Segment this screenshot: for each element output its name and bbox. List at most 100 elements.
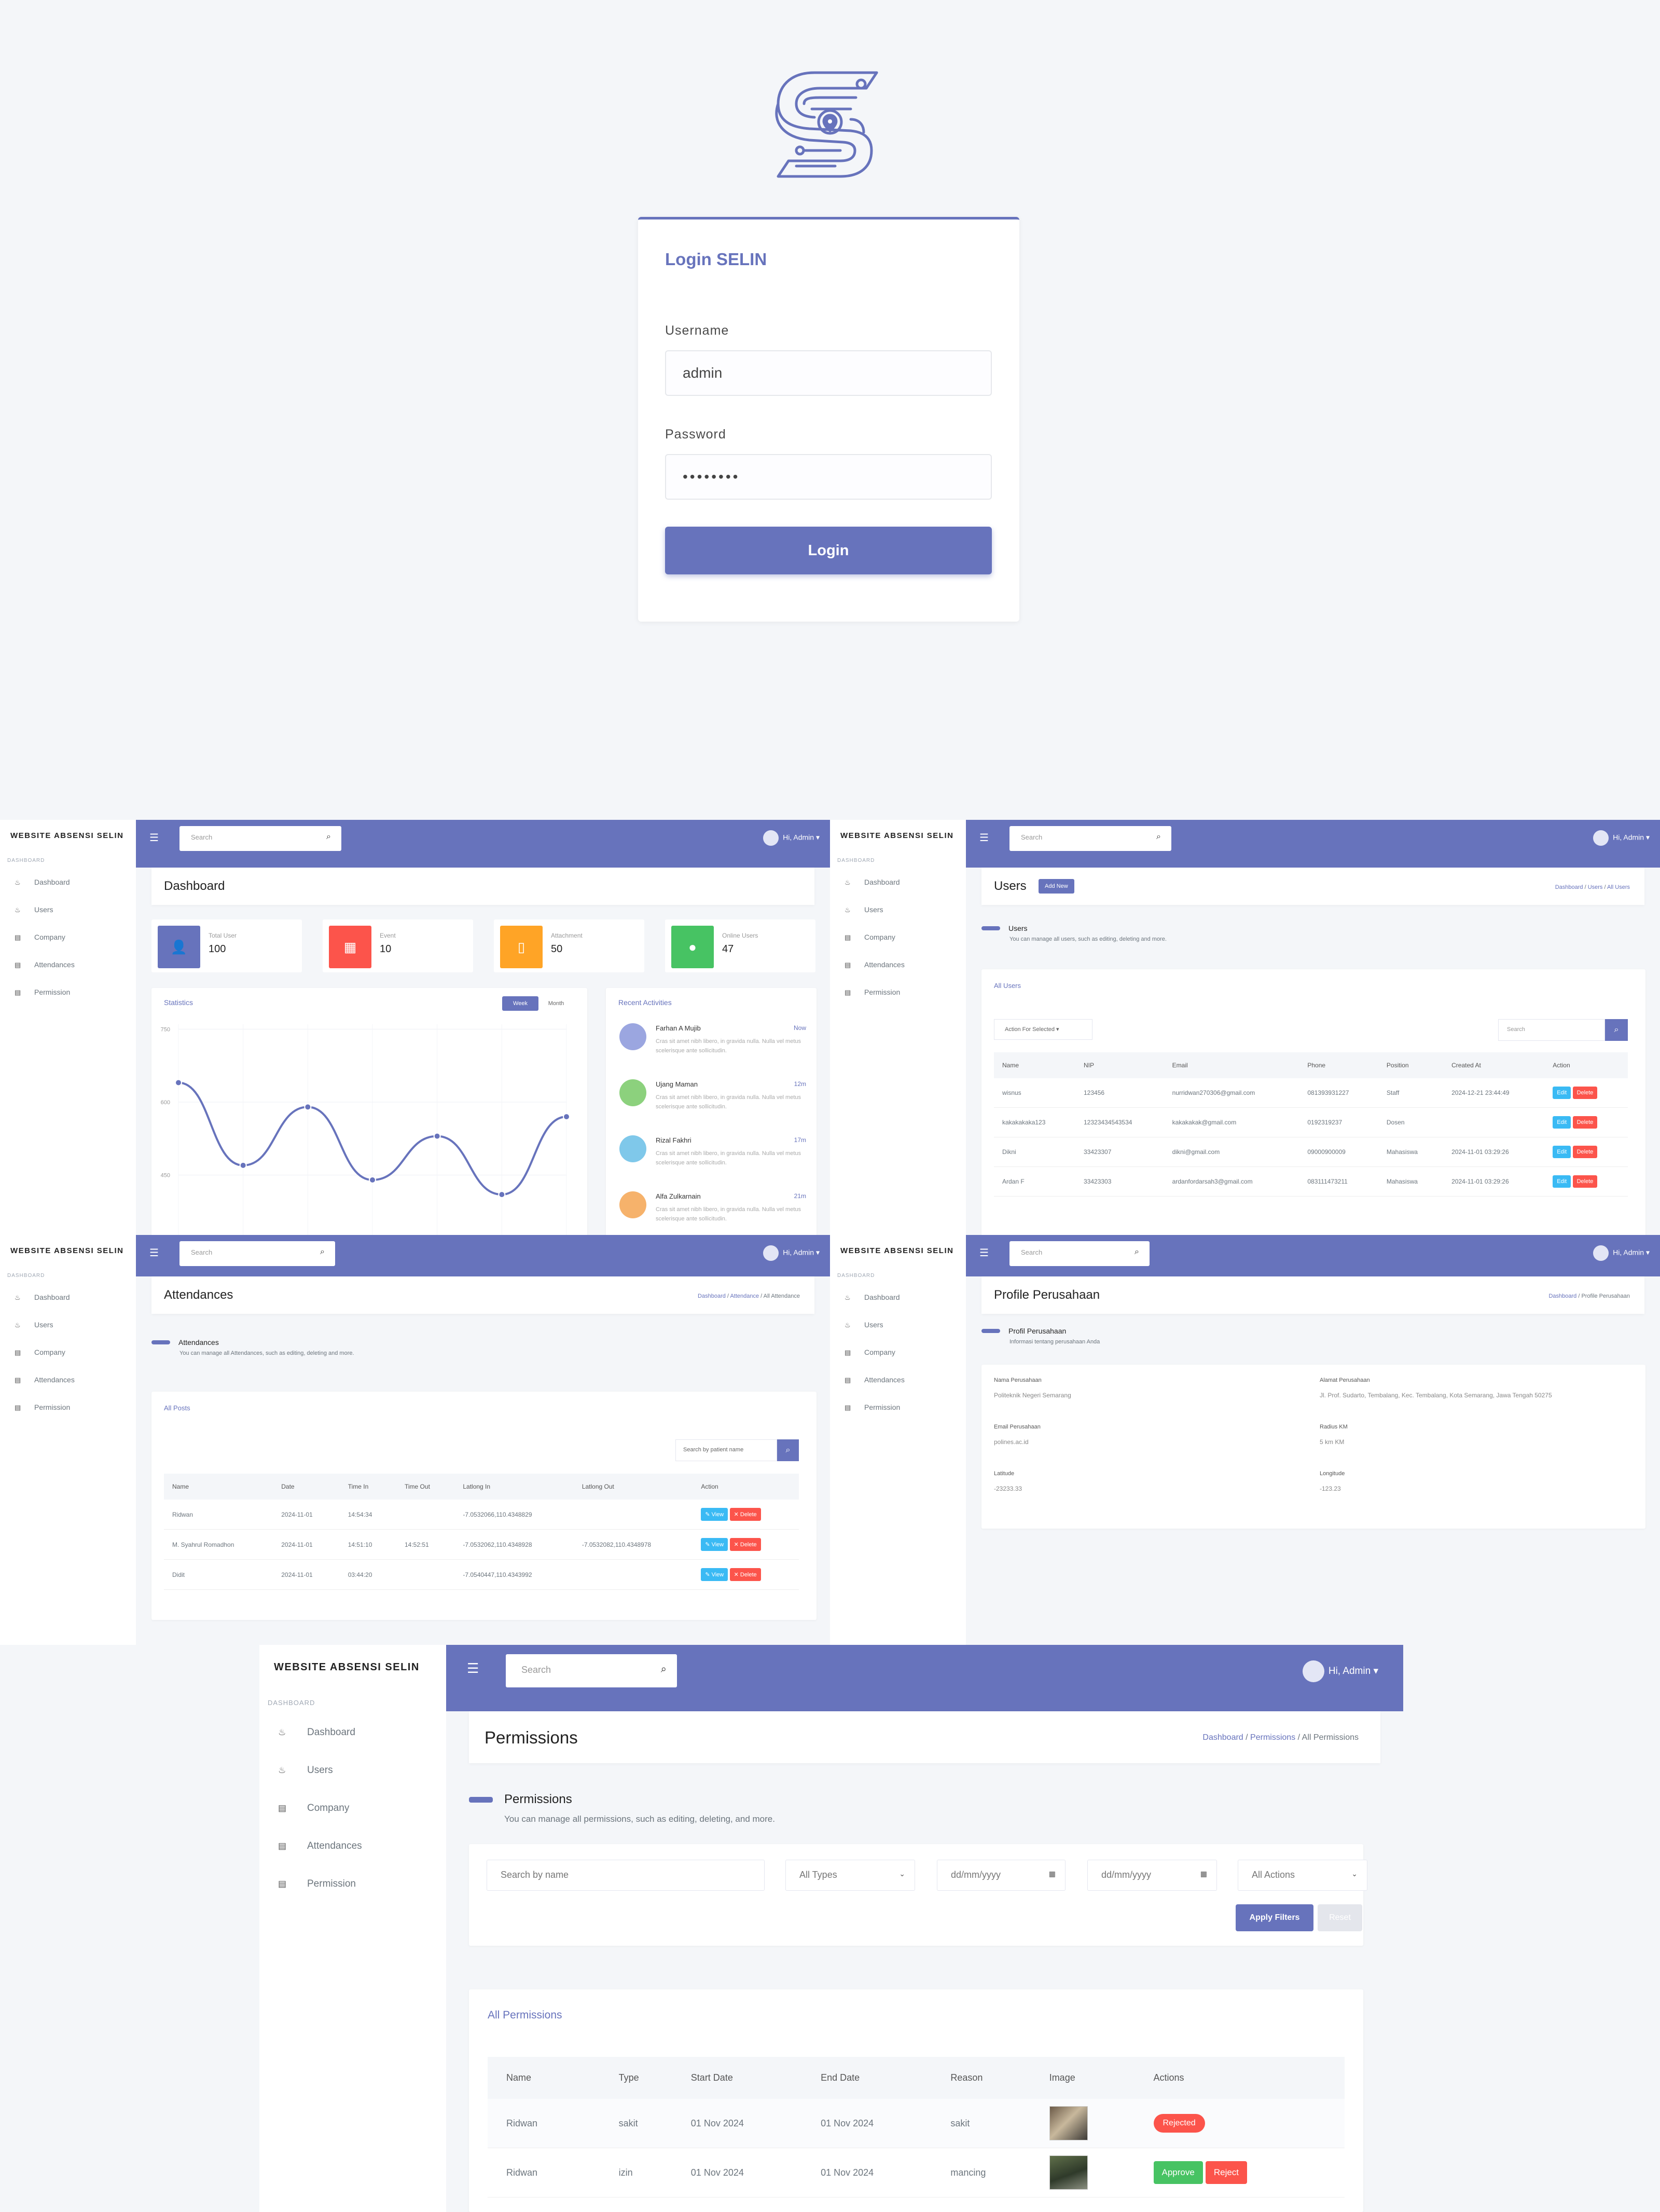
actions-select[interactable]: All Actions ⌄ (1238, 1860, 1367, 1891)
sidebar-item-company[interactable]: ▤ Company (15, 933, 65, 942)
sidebar-item-permission[interactable]: ▤ Permission (278, 1878, 356, 1890)
users-search-input[interactable]: Search (1498, 1019, 1605, 1041)
toggle-month-button[interactable]: Month (548, 1000, 564, 1007)
user-menu[interactable]: Hi, Admin ▾ (763, 830, 820, 846)
data-point[interactable] (175, 1079, 182, 1087)
reset-button[interactable]: Reset (1318, 1904, 1362, 1931)
bulk-action-select[interactable]: Action For Selected ▾ (994, 1019, 1092, 1040)
sidebar-item-users[interactable]: ♨ Users (15, 905, 53, 914)
apply-filters-button[interactable]: Apply Filters (1236, 1904, 1313, 1931)
search-input[interactable]: Search ⌕ (506, 1654, 677, 1687)
sidebar-item-dashboard[interactable]: ♨ Dashboard (845, 878, 900, 887)
permission-photo[interactable] (1049, 2155, 1088, 2190)
search-icon[interactable]: ⌕ (660, 1664, 667, 1675)
approve-button[interactable]: Approve (1153, 2161, 1203, 2184)
toggle-week-button[interactable]: Week (502, 996, 538, 1011)
reject-button[interactable]: Reject (1205, 2161, 1248, 2184)
view-button[interactable]: ✎ View (701, 1508, 728, 1521)
search-input[interactable]: Search ⌕ (179, 1241, 335, 1266)
breadcrumb-item[interactable]: Dashboard (1555, 884, 1583, 890)
patient-search-input[interactable]: Search by patient name (675, 1439, 777, 1461)
add-new-button[interactable]: Add New (1039, 879, 1074, 894)
sidebar-item-attendances[interactable]: ▤ Attendances (15, 960, 75, 969)
data-point[interactable] (304, 1103, 312, 1111)
search-input[interactable]: Search ⌕ (1009, 826, 1171, 851)
sidebar-item-dashboard[interactable]: ♨ Dashboard (278, 1727, 355, 1738)
view-button[interactable]: ✎ View (701, 1568, 728, 1581)
edit-button[interactable]: Edit (1553, 1116, 1571, 1129)
delete-button[interactable]: ✕ Delete (729, 1568, 761, 1581)
delete-button[interactable]: ✕ Delete (729, 1508, 761, 1521)
delete-button[interactable]: Delete (1572, 1175, 1598, 1188)
sidebar-item-permission[interactable]: ▤ Permission (845, 988, 900, 997)
search-icon[interactable]: ⌕ (320, 1247, 325, 1256)
user-menu[interactable]: Hi, Admin ▾ (763, 1245, 820, 1261)
permission-photo[interactable] (1049, 2106, 1088, 2140)
sidebar-item-users[interactable]: ♨ Users (845, 1321, 883, 1329)
sidebar-item-company[interactable]: ▤ Company (15, 1348, 65, 1357)
breadcrumb-item[interactable]: Dashboard (1548, 1293, 1577, 1299)
calendar-icon[interactable]: ▦ (1200, 1870, 1207, 1878)
search-by-name-input[interactable]: Search by name (487, 1860, 765, 1891)
sidebar-item-company[interactable]: ▤ Company (278, 1803, 349, 1814)
search-icon[interactable]: ⌕ (1156, 832, 1161, 841)
data-point[interactable] (369, 1176, 376, 1184)
breadcrumb-item[interactable]: Dashboard (1202, 1733, 1243, 1742)
search-input[interactable]: Search ⌕ (1009, 1241, 1150, 1266)
sidebar-item-company[interactable]: ▤ Company (845, 933, 895, 942)
delete-button[interactable]: Delete (1572, 1116, 1598, 1129)
sidebar-item-permission[interactable]: ▤ Permission (15, 988, 70, 997)
delete-button[interactable]: ✕ Delete (729, 1538, 761, 1551)
data-point[interactable] (563, 1113, 570, 1121)
start-date-input[interactable]: dd/mm/yyyy ▦ (937, 1860, 1066, 1891)
cell-reason: sakit (940, 2099, 1039, 2148)
menu-toggle-icon[interactable]: ☰ (979, 832, 989, 844)
end-date-input[interactable]: dd/mm/yyyy ▦ (1087, 1860, 1217, 1891)
sidebar-item-attendances[interactable]: ▤ Attendances (278, 1840, 362, 1852)
delete-button[interactable]: Delete (1572, 1146, 1598, 1158)
search-icon[interactable]: ⌕ (1605, 1019, 1628, 1041)
delete-button[interactable]: Delete (1572, 1087, 1598, 1099)
sidebar-item-users[interactable]: ♨ Users (845, 905, 883, 914)
data-point[interactable] (498, 1191, 506, 1199)
sidebar-item-attendances[interactable]: ▤ Attendances (845, 960, 905, 969)
breadcrumb-item[interactable]: Attendance (730, 1293, 759, 1299)
user-menu[interactable]: Hi, Admin ▾ (1593, 830, 1650, 846)
edit-button[interactable]: Edit (1553, 1087, 1571, 1099)
sidebar-item-users[interactable]: ♨ Users (15, 1321, 53, 1329)
login-button[interactable]: Login (665, 527, 992, 574)
calendar-icon[interactable]: ▦ (1048, 1870, 1056, 1878)
breadcrumb-item[interactable]: Permissions (1250, 1733, 1296, 1742)
sidebar-item-attendances[interactable]: ▤ Attendances (15, 1376, 75, 1384)
sidebar-item-attendances[interactable]: ▤ Attendances (845, 1376, 905, 1384)
search-input[interactable]: Search ⌕ (179, 826, 341, 851)
menu-toggle-icon[interactable]: ☰ (149, 832, 159, 844)
sidebar-item-label: Permission (34, 988, 71, 996)
sidebar-item-dashboard[interactable]: ♨ Dashboard (15, 1293, 70, 1302)
breadcrumb-item[interactable]: Users (1587, 884, 1603, 890)
menu-toggle-icon[interactable]: ☰ (467, 1660, 479, 1676)
view-button[interactable]: ✎ View (701, 1538, 728, 1551)
menu-toggle-icon[interactable]: ☰ (149, 1247, 159, 1259)
data-point[interactable] (433, 1132, 441, 1140)
user-menu[interactable]: Hi, Admin ▾ (1593, 1245, 1650, 1261)
type-select[interactable]: All Types ⌄ (785, 1860, 915, 1891)
username-input[interactable]: admin (665, 350, 992, 396)
edit-button[interactable]: Edit (1553, 1175, 1571, 1188)
sidebar-item-company[interactable]: ▤ Company (845, 1348, 895, 1357)
search-icon[interactable]: ⌕ (1135, 1247, 1139, 1256)
sidebar-item-permission[interactable]: ▤ Permission (845, 1403, 900, 1412)
password-input[interactable]: •••••••• (665, 454, 992, 500)
sidebar-item-dashboard[interactable]: ♨ Dashboard (845, 1293, 900, 1302)
search-icon[interactable]: ⌕ (777, 1439, 799, 1461)
sidebar-item-permission[interactable]: ▤ Permission (15, 1403, 70, 1412)
sidebar-item-users[interactable]: ♨ Users (278, 1765, 333, 1776)
cell-time-out (396, 1559, 455, 1590)
search-icon[interactable]: ⌕ (326, 832, 331, 841)
data-point[interactable] (239, 1161, 247, 1169)
breadcrumb-item[interactable]: Dashboard (698, 1293, 726, 1299)
sidebar-item-dashboard[interactable]: ♨ Dashboard (15, 878, 70, 887)
edit-button[interactable]: Edit (1553, 1146, 1571, 1158)
user-menu[interactable]: Hi, Admin ▾ (1302, 1660, 1378, 1682)
menu-toggle-icon[interactable]: ☰ (979, 1247, 989, 1259)
